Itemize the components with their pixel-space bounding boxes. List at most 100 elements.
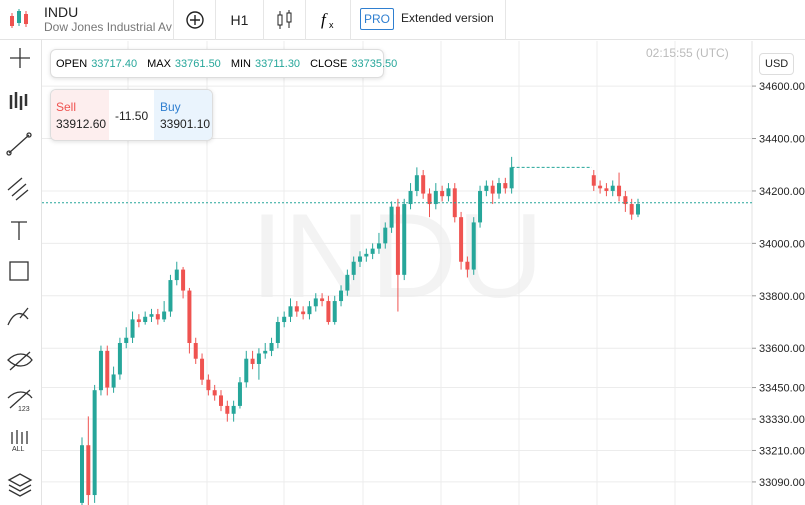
- candle-body: [244, 358, 249, 383]
- candle-body: [200, 358, 205, 380]
- candle-body: [490, 185, 495, 194]
- candle-body: [181, 269, 186, 291]
- extended-version[interactable]: Extended version: [401, 11, 494, 25]
- trade-panel: Sell 33912.60 -11.50 Buy 33901.10: [50, 89, 213, 141]
- candle-body: [332, 301, 337, 323]
- candle-body: [598, 185, 603, 189]
- candle-body: [313, 298, 318, 307]
- candle-body: [320, 298, 325, 302]
- candle-body: [376, 243, 381, 249]
- chart: INDU 34600.0034400.0034200.0034000.00338…: [42, 41, 805, 505]
- candle-body: [206, 379, 211, 391]
- candle-body: [187, 290, 192, 343]
- candle-body: [414, 175, 419, 191]
- candle-body: [610, 185, 615, 191]
- candle-body: [636, 204, 640, 215]
- candle-body: [484, 185, 489, 191]
- y-tick-label: 34600.00: [759, 81, 805, 93]
- candle-body: [231, 405, 236, 414]
- candle-body: [358, 256, 362, 262]
- sell-button[interactable]: Sell 33912.60: [51, 90, 109, 140]
- currency-button[interactable]: USD: [759, 53, 795, 75]
- ohlc-label: MIN: [230, 57, 251, 70]
- candle-body: [421, 175, 426, 194]
- ohlc-value: 33711.30: [254, 57, 301, 70]
- candle-body: [212, 390, 217, 396]
- candle-body: [263, 350, 268, 354]
- sell-label: Sell: [56, 100, 77, 114]
- symbol[interactable]: INDU: [44, 4, 79, 20]
- svg-text:x: x: [329, 20, 334, 30]
- ohlc-value: 33717.40: [91, 57, 138, 70]
- candle-body: [269, 342, 274, 351]
- ohlc-label: MAX: [147, 57, 171, 70]
- candle-body: [509, 167, 514, 189]
- candle-body: [193, 342, 198, 359]
- y-tick-label: 33450.00: [759, 383, 805, 395]
- candle-body: [162, 311, 167, 320]
- candle-body: [301, 311, 306, 315]
- toolbar: 123 ALL: [0, 40, 42, 505]
- y-tick-label: 34000.00: [759, 238, 805, 250]
- candle-body: [459, 217, 464, 262]
- candle-body: [174, 269, 179, 281]
- spread: -11.50: [115, 109, 149, 123]
- candle-body: [623, 196, 628, 205]
- candle-body: [383, 227, 388, 244]
- candle-body: [345, 274, 350, 291]
- candle-body: [80, 445, 84, 503]
- candle-body: [294, 306, 299, 312]
- ohlc-label: CLOSE: [310, 57, 348, 70]
- candle-body: [237, 382, 242, 406]
- candle-body: [92, 390, 97, 496]
- ohlc-value: 33735.50: [351, 57, 398, 70]
- ohlc-value: 33761.50: [174, 57, 221, 70]
- candle-body: [370, 248, 375, 254]
- candle-body: [503, 183, 508, 189]
- candle-body: [105, 350, 110, 388]
- candle-body: [351, 261, 356, 275]
- y-tick-label: 34200.00: [759, 186, 805, 198]
- timeframe-button[interactable]: H1: [230, 12, 249, 28]
- candle-body: [497, 183, 501, 194]
- chart-type-button[interactable]: [264, 0, 305, 40]
- buy-label: Buy: [160, 100, 181, 114]
- candle-body: [364, 253, 369, 257]
- svg-text:ALL: ALL: [12, 446, 25, 453]
- candle-body: [168, 280, 173, 312]
- svg-text:123: 123: [18, 406, 30, 413]
- symbol-name: Dow Jones Industrial Ave: [44, 20, 172, 34]
- candle-body: [111, 374, 116, 388]
- pro-badge[interactable]: PRO: [360, 8, 395, 30]
- add-button[interactable]: [174, 0, 215, 40]
- y-tick-label: 33090.00: [759, 477, 805, 489]
- buy-price: 33901.10: [160, 117, 211, 131]
- y-tick-label: 34400.00: [759, 134, 805, 146]
- y-tick-label: 33330.00: [759, 414, 805, 426]
- candle-body: [433, 190, 438, 205]
- buy-button[interactable]: Buy 33901.10: [154, 90, 212, 140]
- candle-body: [143, 316, 148, 323]
- logo: [10, 9, 28, 28]
- ohlc-panel: OPEN 33717.40 MAX 33761.50 MIN 33711.30 CLO…: [50, 49, 397, 78]
- candle-body: [256, 353, 261, 364]
- y-tick-label: 33210.00: [759, 445, 805, 457]
- candle-body: [288, 306, 293, 317]
- candle-body: [98, 350, 103, 391]
- candle-body: [465, 261, 470, 270]
- candle-body: [408, 190, 413, 205]
- candle-body: [282, 316, 287, 323]
- candle-body: [86, 445, 91, 496]
- candle-body: [326, 301, 331, 323]
- sell-price: 33912.60: [56, 117, 107, 131]
- y-tick-label: 33800.00: [759, 291, 805, 303]
- candle-body: [149, 314, 154, 317]
- candle-body: [446, 188, 451, 197]
- candle-body: [219, 395, 223, 406]
- candle-body: [117, 342, 122, 375]
- candle-body: [629, 204, 634, 215]
- candle-body: [136, 319, 141, 323]
